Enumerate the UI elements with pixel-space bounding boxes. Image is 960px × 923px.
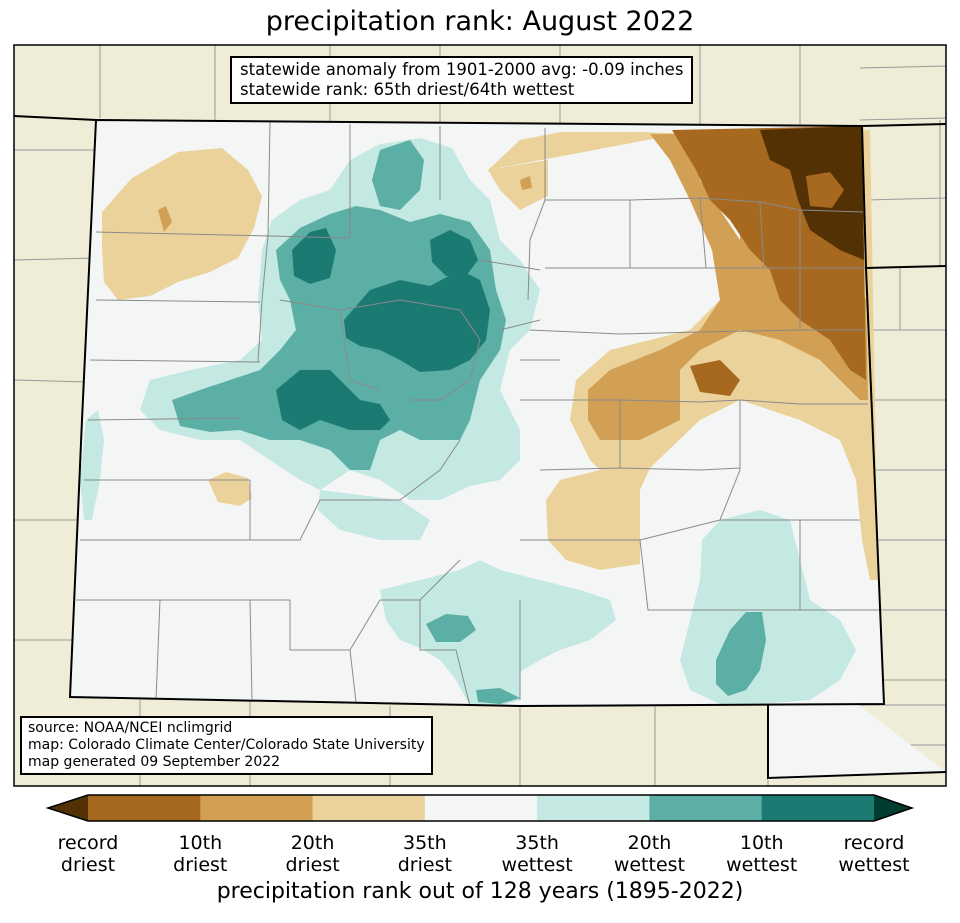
county-lines <box>76 121 880 707</box>
map-credit-line: map: Colorado Climate Center/Colorado St… <box>28 737 425 753</box>
colorbar-tick-label: record driest <box>28 832 148 876</box>
source-box: source: NOAA/NCEI nclimgrid map: Colorad… <box>20 716 433 775</box>
map-title: precipitation rank: August 2022 <box>265 6 695 37</box>
tick-label-line2: wettest <box>501 854 573 876</box>
rank-line: statewide rank: 65th driest/64th wettest <box>240 80 575 99</box>
tick-label-line1: record <box>843 832 905 854</box>
tick-label-line2: wettest <box>726 854 798 876</box>
colorbar-tick-label: 10th driest <box>140 832 260 876</box>
tick-label-line1: 10th <box>739 832 784 854</box>
colorado-precip-map <box>13 44 947 787</box>
tick-label-line2: wettest <box>613 854 685 876</box>
tick-label-line1: 10th <box>178 832 223 854</box>
colorbar-tick-label: 10th wettest <box>702 832 822 876</box>
state-borders <box>13 115 947 780</box>
tick-label-line1: record <box>57 832 119 854</box>
statewide-anomaly-box: statewide anomaly from 1901-2000 avg: -0… <box>230 56 694 104</box>
colorado-border <box>68 118 886 708</box>
colorbar-tick-label: 35th wettest <box>477 832 597 876</box>
generated-date-line: map generated 09 September 2022 <box>28 754 281 770</box>
map-frame <box>13 44 947 787</box>
tick-label-line2: driest <box>173 854 228 876</box>
colorbar-tick-label: 35th driest <box>365 832 485 876</box>
tick-label-line2: wettest <box>838 854 910 876</box>
colorbar-tick-label: 20th driest <box>253 832 373 876</box>
anomaly-line: statewide anomaly from 1901-2000 avg: -0… <box>240 60 684 79</box>
colorbar-tick-label: record wettest <box>814 832 934 876</box>
tick-label-line2: driest <box>397 854 452 876</box>
tick-label-line2: driest <box>60 854 116 876</box>
colorbar-title: precipitation rank out of 128 years (189… <box>216 879 744 904</box>
tick-label-line1: 20th <box>290 832 335 854</box>
source-line: source: NOAA/NCEI nclimgrid <box>28 720 233 736</box>
colorbar-tick-label: 20th wettest <box>589 832 709 876</box>
tick-label-line2: driest <box>285 854 340 876</box>
tick-label-line1: 20th <box>627 832 672 854</box>
tick-label-line1: 35th <box>403 832 447 854</box>
tick-label-line1: 35th <box>515 832 559 854</box>
